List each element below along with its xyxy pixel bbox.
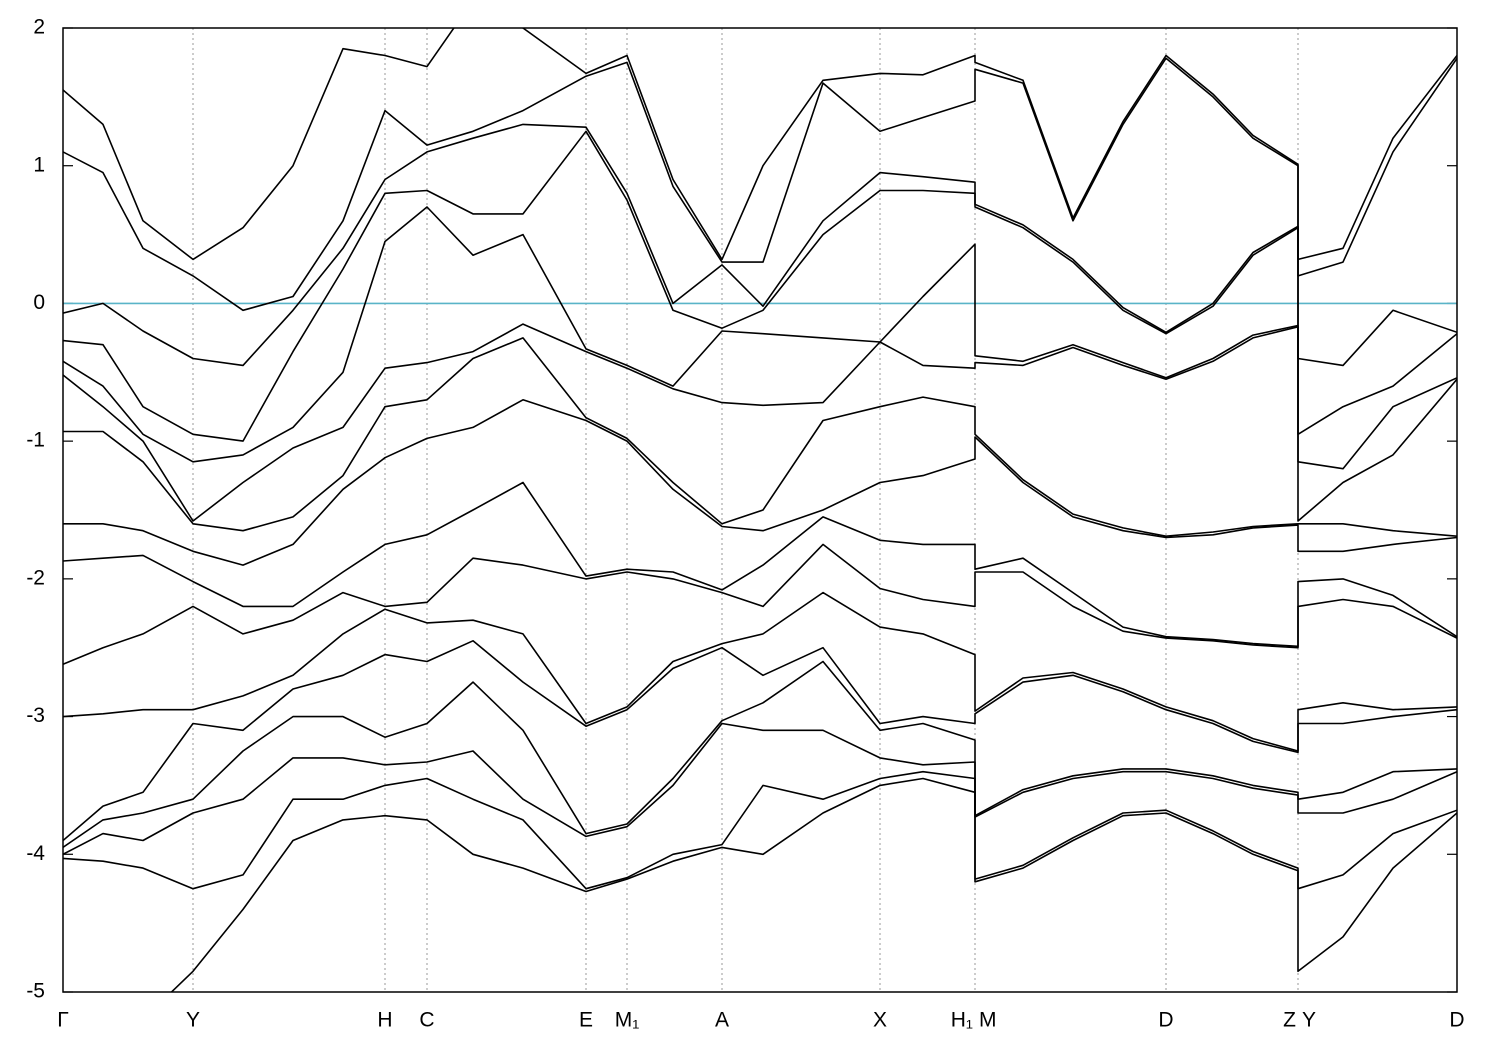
band-line — [63, 591, 1457, 752]
x-tick-label: H₁ — [951, 1009, 973, 1032]
y-tick-label: 2 — [33, 16, 45, 39]
band-line — [63, 323, 1457, 522]
x-tick-label: C — [419, 1009, 434, 1032]
y-tick-label: -4 — [26, 842, 45, 865]
y-tick-label: -2 — [26, 566, 45, 589]
x-tick-label: Z — [1283, 1009, 1296, 1032]
band-line — [63, 640, 1457, 842]
y-tick-label: -3 — [26, 704, 45, 727]
x-tick-label: A — [715, 1009, 729, 1032]
band-line — [63, 481, 1457, 648]
band-line — [63, 28, 1457, 261]
band-line — [63, 543, 1457, 665]
x-tick-label: D — [1449, 1009, 1464, 1032]
band-line — [63, 337, 1457, 537]
x-tick-label: Γ — [57, 1009, 69, 1032]
band-line — [63, 399, 1457, 566]
y-tick-label: -5 — [26, 980, 45, 1003]
band-line — [63, 770, 1457, 890]
x-tick-label: M₁ — [615, 1009, 640, 1032]
band-line — [63, 130, 1457, 442]
x-tick-label: H — [377, 1009, 392, 1032]
band-line — [63, 722, 1457, 856]
band-line — [170, 777, 1457, 992]
x-tick-label: E — [579, 1009, 593, 1032]
x-tick-label: Y — [186, 1009, 200, 1032]
y-tick-label: -1 — [26, 429, 45, 452]
band-line — [63, 206, 1457, 470]
band-line — [63, 123, 1457, 367]
x-tick-label: D — [1158, 1009, 1173, 1032]
y-tick-label: 0 — [33, 291, 45, 314]
plot-frame — [62, 27, 1458, 993]
band-line — [63, 57, 1457, 312]
x-tick-label: M — [979, 1009, 997, 1032]
x-tick-label: X — [873, 1009, 887, 1032]
y-tick-label: 1 — [33, 153, 45, 176]
bands — [63, 28, 1457, 992]
x-tick-label: Y — [1302, 1009, 1316, 1032]
band-line — [63, 660, 1457, 849]
